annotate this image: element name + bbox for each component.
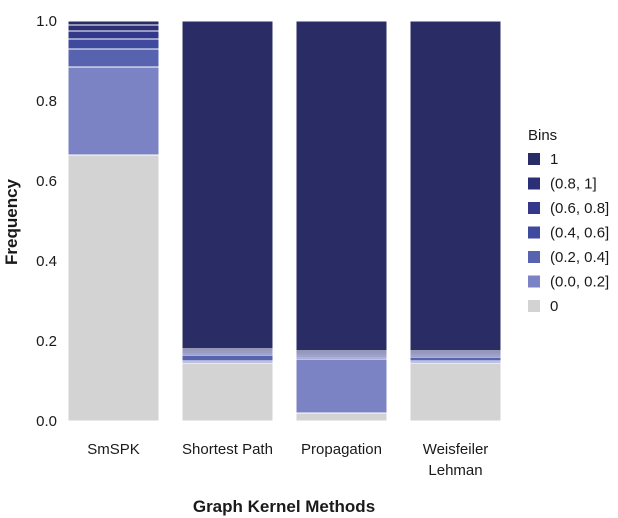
bar-segment <box>181 354 274 362</box>
bar-segment <box>67 30 160 40</box>
legend-swatch <box>528 202 540 214</box>
legend-swatch <box>528 153 540 165</box>
legend-swatch <box>528 226 540 239</box>
bar-segment <box>67 154 160 422</box>
legend-label: (0.8, 1] <box>550 176 597 193</box>
y-axis-title: Frequency <box>2 178 21 265</box>
y-tick-label: 0.0 <box>36 413 57 430</box>
legend-label: (0.6, 0.8] <box>550 200 609 217</box>
legend-label: 0 <box>550 298 558 315</box>
x-tick-label: Lehman <box>428 462 482 479</box>
bar-segment <box>295 412 388 422</box>
legend-label: (0.4, 0.6] <box>550 225 609 242</box>
bar-segment <box>295 358 388 414</box>
bars <box>67 20 502 422</box>
bar-segment <box>67 48 160 68</box>
legend: Bins 1 (0.8, 1] (0.6, 0.8] (0.4, 0.6] (0.2, … <box>528 127 609 315</box>
x-axis-ticks: SmSPK Shortest Path Propagation Weisfeiler L… <box>87 441 488 479</box>
y-tick-label: 0.6 <box>36 173 57 190</box>
legend-swatch <box>528 177 540 190</box>
x-axis-title: Graph Kernel Methods <box>193 497 375 516</box>
x-tick-label: Shortest Path <box>182 441 273 458</box>
x-tick-label: Weisfeiler <box>423 441 489 458</box>
x-tick-label: Propagation <box>301 441 382 458</box>
bar-segment <box>181 362 274 422</box>
bar-segment <box>67 24 160 32</box>
bar-segment <box>409 356 502 362</box>
bar-segment <box>67 38 160 50</box>
y-tick-label: 0.4 <box>36 253 57 270</box>
legend-title: Bins <box>528 127 557 144</box>
x-tick-label: SmSPK <box>87 441 140 458</box>
legend-label: (0.0, 0.2] <box>550 274 609 291</box>
y-tick-label: 1.0 <box>36 13 57 30</box>
bar-segment <box>409 20 502 352</box>
bar-segment <box>295 20 388 352</box>
y-axis-ticks: 0.0 0.2 0.4 0.6 0.8 1.0 <box>36 13 57 430</box>
y-tick-label: 0.2 <box>36 333 57 350</box>
bar-segment <box>67 66 160 156</box>
legend-swatch <box>528 251 540 263</box>
legend-swatch <box>528 300 540 312</box>
bar-segment <box>409 362 502 422</box>
legend-label: (0.2, 0.4] <box>550 249 609 266</box>
legend-label: 1 <box>550 151 558 168</box>
bar-segment <box>181 20 274 350</box>
bar-segment <box>67 20 160 26</box>
legend-swatch <box>528 275 540 288</box>
y-tick-label: 0.8 <box>36 93 57 110</box>
